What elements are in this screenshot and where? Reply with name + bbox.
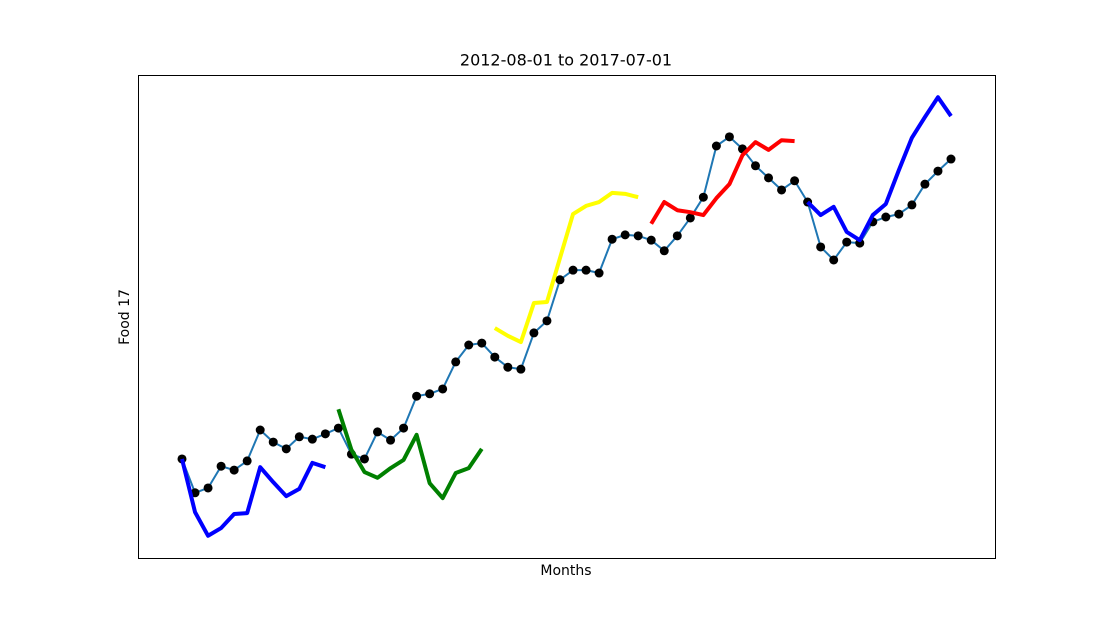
forecast-line [649, 138, 795, 225]
data-point [464, 340, 474, 350]
data-point [516, 364, 526, 374]
forecast-line [806, 95, 953, 243]
data-point [698, 192, 708, 202]
data-point [359, 454, 369, 464]
data-point [672, 231, 682, 241]
data-point [255, 425, 265, 435]
data-point [529, 328, 539, 338]
data-point [425, 389, 435, 399]
data-point [724, 132, 734, 142]
data-point [894, 209, 904, 219]
data-point [581, 265, 591, 275]
data-point [294, 432, 304, 442]
data-point [790, 176, 800, 186]
data-point [607, 234, 617, 244]
data-point [750, 161, 760, 171]
data-point [842, 237, 852, 247]
data-point [229, 465, 239, 475]
data-point [438, 384, 448, 394]
forecast-line [180, 458, 327, 538]
data-point [307, 434, 317, 444]
data-point [764, 173, 774, 183]
data-point [503, 362, 513, 372]
y-axis-label: Food 17 [117, 289, 133, 345]
data-point [620, 230, 630, 240]
data-point [633, 231, 643, 241]
data-point [242, 456, 252, 466]
data-point [907, 200, 917, 210]
data-point [711, 141, 721, 151]
data-point [685, 213, 695, 223]
data-point [333, 423, 343, 433]
data-point [777, 185, 787, 195]
forecast-line [336, 408, 484, 501]
data-point [268, 437, 278, 447]
data-point [216, 461, 226, 471]
data-point [477, 338, 487, 348]
data-point [490, 352, 500, 362]
x-axis-label: Months [540, 563, 591, 579]
data-point [829, 255, 839, 265]
data-point [555, 275, 565, 285]
data-point [816, 242, 826, 252]
data-point [451, 357, 461, 367]
data-point [281, 444, 291, 454]
plot-frame [138, 75, 996, 559]
chart-title: 2012-08-01 to 2017-07-01 [460, 51, 672, 70]
data-point [412, 391, 422, 401]
data-point [203, 483, 213, 493]
data-point [881, 212, 891, 222]
data-point [386, 435, 396, 445]
data-point [373, 427, 383, 437]
data-point [920, 179, 930, 189]
data-point [646, 235, 656, 245]
data-point [568, 265, 578, 275]
data-point [659, 246, 669, 256]
data-point [594, 268, 604, 278]
data-point [320, 429, 330, 439]
data-point [399, 423, 409, 433]
data-point [933, 166, 943, 176]
forecast-line [493, 190, 639, 345]
data-point [542, 316, 552, 326]
data-point [946, 154, 956, 164]
